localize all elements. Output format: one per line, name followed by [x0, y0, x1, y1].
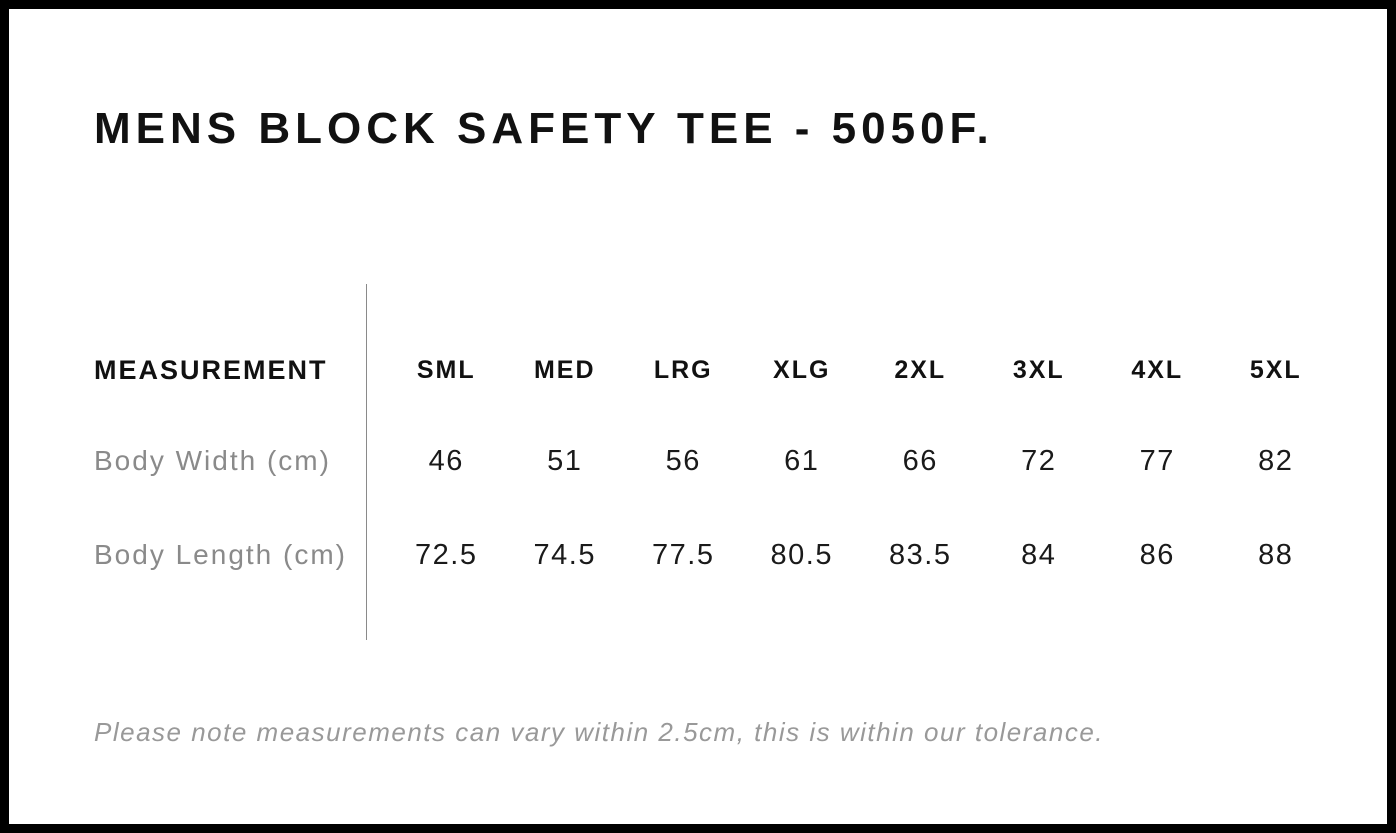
value-body-length-sml: 72.5 — [415, 538, 478, 571]
value-body-width-sml: 46 — [428, 444, 464, 477]
column-header-sml: SML — [416, 355, 476, 384]
value-body-length-3xl: 84 — [1021, 538, 1057, 571]
page-title: MENS BLOCK SAFETY TEE - 5050F. — [94, 104, 994, 153]
value-body-length-med: 74.5 — [533, 538, 596, 571]
column-header-3xl: 3XL — [1012, 355, 1065, 384]
column-header-4xl: 4XL — [1131, 355, 1184, 384]
value-body-width-3xl: 72 — [1021, 444, 1057, 477]
value-body-width-4xl: 77 — [1139, 444, 1175, 477]
value-body-width-lrg: 56 — [665, 444, 701, 477]
column-header-lrg: LRG — [653, 355, 713, 384]
value-body-width-xlg: 61 — [784, 444, 820, 477]
table-divider-line — [366, 284, 367, 640]
value-body-width-5xl: 82 — [1258, 444, 1294, 477]
column-header-5xl: 5XL — [1249, 355, 1302, 384]
value-body-width-2xl: 66 — [902, 444, 938, 477]
column-header-measurement: MEASUREMENT — [94, 354, 328, 385]
value-body-length-5xl: 88 — [1258, 538, 1294, 571]
table-row-body-width: Body Width (cm) 46 51 56 61 66 72 77 82 — [94, 414, 1335, 508]
value-body-length-lrg: 77.5 — [652, 538, 715, 571]
column-header-med: MED — [533, 355, 596, 384]
column-header-2xl: 2XL — [894, 355, 947, 384]
column-header-xlg: XLG — [773, 355, 831, 384]
table-header-row: MEASUREMENT SML MED LRG XLG 2XL 3XL 4XL … — [94, 326, 1335, 414]
row-label-body-length: Body Length (cm) — [94, 539, 347, 570]
size-table: MEASUREMENT SML MED LRG XLG 2XL 3XL 4XL … — [94, 284, 1335, 640]
row-label-body-width: Body Width (cm) — [94, 445, 331, 476]
tolerance-note: Please note measurements can vary within… — [94, 717, 1105, 747]
table-row-body-length: Body Length (cm) 72.5 74.5 77.5 80.5 83.… — [94, 508, 1335, 602]
value-body-length-xlg: 80.5 — [770, 538, 833, 571]
value-body-length-2xl: 83.5 — [889, 538, 952, 571]
value-body-width-med: 51 — [547, 444, 583, 477]
value-body-length-4xl: 86 — [1139, 538, 1175, 571]
